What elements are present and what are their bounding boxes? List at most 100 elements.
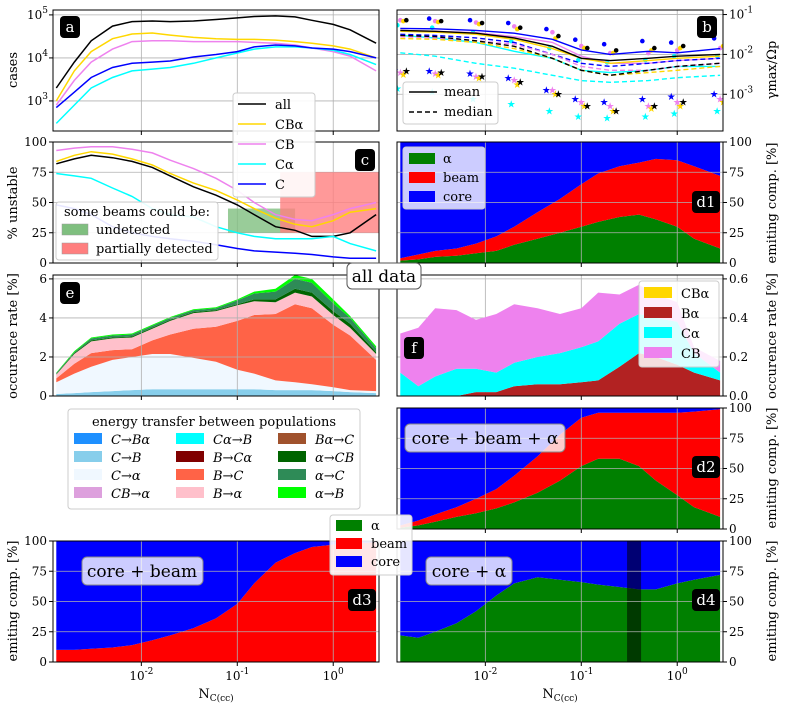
- panel-d1-ytick-label: 100: [729, 135, 752, 149]
- panel-b-star-CB: ★: [577, 98, 586, 109]
- panel-c-legend-label: undetected: [96, 223, 170, 238]
- energy-legend-swatch: [74, 469, 102, 480]
- panel-e-ytick-label: 0: [39, 389, 47, 403]
- panel-d2-frame: [396, 407, 724, 530]
- panel-b-star-CB: ★: [431, 69, 440, 80]
- panel-b-star-all: ★: [478, 72, 487, 83]
- panel-b-star-C: ★: [600, 98, 609, 109]
- panel-d3-xtick-label: 100: [323, 667, 344, 683]
- panel-d2-ytick-label: 0: [729, 522, 737, 536]
- component-legend-label-d1: core: [443, 190, 472, 205]
- panel-f-legend-label: CB: [681, 347, 701, 362]
- panel-b-dot-all: [652, 45, 657, 51]
- energy-legend-swatch: [74, 433, 102, 444]
- panel-b-line-C-median: [400, 33, 721, 68]
- panel-d1-ytick-label: 75: [729, 165, 744, 179]
- panel-d4-xtick-label: 10-1: [569, 667, 593, 683]
- panel-b-star-all: ★: [612, 107, 621, 118]
- energy-legend-label: C→B: [111, 451, 141, 466]
- panel-e-frame: [52, 274, 380, 397]
- energy-legend-swatch: [74, 487, 102, 498]
- panel-b-dot-all: [680, 43, 686, 49]
- panel-b-legend-label: median: [444, 105, 493, 120]
- panel-b-dot-C: [467, 17, 473, 23]
- panel-b-frame: [396, 9, 724, 132]
- panel-d1-frame: [396, 141, 724, 264]
- panel-b-star-CBα: ★: [551, 90, 560, 101]
- panel-b-dot-C: [426, 16, 432, 21]
- panel-b-star-Cα: ★: [641, 112, 650, 123]
- panel-b-star-CB: ★: [548, 86, 557, 97]
- panel-b-star-CBα: ★: [434, 71, 443, 82]
- panel-b-star-Cα: ★: [393, 84, 402, 95]
- panel-b-star-C: ★: [667, 92, 676, 103]
- panel-b-plot: ★ ★ ★ ★★★ ★ ★ ★ ★★★★ ★ ★ ★ ★ ★★ ★ ★ ★★★ ★ ★ ★ ★★ ★ ★★★★ ★ ★ ★ ★★ ★…: [390, 10, 723, 131]
- panel-d1-badge: [692, 191, 720, 213]
- panel-b-star-CBα: ★: [513, 80, 522, 91]
- panel-b-dot-CBα: [720, 43, 723, 49]
- panel-b-line-C-mean: [400, 27, 721, 56]
- component-legend-label-d1: beam: [443, 171, 479, 186]
- panel-b-line-all-mean: [400, 29, 721, 62]
- panel-d4-badge: [692, 589, 720, 611]
- component-legend-swatch-d1: [409, 172, 435, 183]
- panel-b-dot-C: [505, 20, 511, 26]
- energy-legend-label: Cα→B: [213, 433, 252, 448]
- population-legend-label: CBα: [275, 118, 304, 133]
- panel-b-star-C: ★: [710, 90, 719, 101]
- panel-a-line-CBα: [55, 32, 377, 102]
- panel-b-star-all: ★: [650, 102, 659, 113]
- panel-b-ytick-label: 10-2: [729, 45, 753, 61]
- panel-e-badge-label: e: [66, 284, 75, 302]
- panel-a-ylabel: cases: [6, 52, 21, 88]
- panel-b-dot-CB: [511, 24, 517, 29]
- energy-legend-swatch: [176, 469, 204, 480]
- panel-d4-ylabel: emiting comp. [%]: [765, 541, 780, 662]
- energy-legend-swatch: [278, 487, 306, 498]
- panel-b-star-Cα: ★: [713, 107, 722, 118]
- panel-d4-title: core + α: [432, 562, 507, 582]
- population-legend-label: all: [275, 98, 291, 113]
- component-legend-swatch: [336, 520, 362, 531]
- panel-b-star-all: ★: [402, 67, 411, 78]
- energy-legend-title: energy transfer between populations: [92, 415, 336, 430]
- panel-c-legend-swatch: [61, 242, 89, 255]
- energy-legend-swatch: [278, 433, 306, 444]
- panel-f-badge: [404, 337, 424, 359]
- energy-legend-label: α→B: [315, 487, 344, 502]
- panel-b-star-C: ★: [390, 66, 399, 77]
- panel-b-dot-all: [479, 20, 485, 26]
- panel-d4-ytick-label: 25: [729, 625, 744, 639]
- panel-f-legend-swatch: [644, 327, 672, 338]
- panel-d4-xlabel: NC(cc): [542, 687, 577, 704]
- panel-b-dot-C: [640, 38, 645, 44]
- panel-c-legend-title: some beams could be:: [64, 205, 210, 220]
- panel-c-ytick-label: 100: [24, 135, 47, 149]
- population-legend-label: CB: [275, 138, 295, 153]
- panel-a-frame: [52, 9, 380, 132]
- panel-d3-ytick-label: 0: [39, 655, 47, 669]
- panel-d3-ytick-label: 50: [32, 595, 47, 609]
- panel-d4-title-box: [425, 556, 513, 586]
- panel-d3-xlabel: NC(cc): [198, 687, 233, 704]
- panel-b-star-CB: ★: [673, 98, 682, 109]
- panel-f-legend-label: CBα: [681, 287, 710, 302]
- panel-b-star-CBα: ★: [580, 102, 589, 113]
- panel-f-ytick-label: 0.4: [729, 311, 748, 325]
- panel-d1-ylabel: emiting comp. [%]: [765, 143, 780, 264]
- panel-b-dot-all: [517, 25, 523, 30]
- panel-b-star-CB: ★: [510, 76, 519, 87]
- panel-b-star-all: ★: [554, 90, 563, 101]
- panel-c-ytick-label: 25: [32, 226, 47, 240]
- panel-d3-ytick-label: 100: [24, 534, 47, 548]
- panel-a-ytick-label: 105: [27, 6, 48, 22]
- panel-a-line-all: [55, 15, 377, 89]
- panel-e-ylabel: occurence rate [%]: [6, 273, 21, 399]
- panel-b-badge: [697, 16, 717, 38]
- panel-f-legend-box: [638, 280, 720, 368]
- panel-b-star-C: ★: [466, 69, 475, 80]
- panel-b-star-all: ★: [583, 102, 592, 113]
- energy-legend-swatch: [176, 487, 204, 498]
- panel-c-ytick-label: 0: [39, 256, 47, 270]
- energy-legend-label: C→Bα: [111, 433, 150, 448]
